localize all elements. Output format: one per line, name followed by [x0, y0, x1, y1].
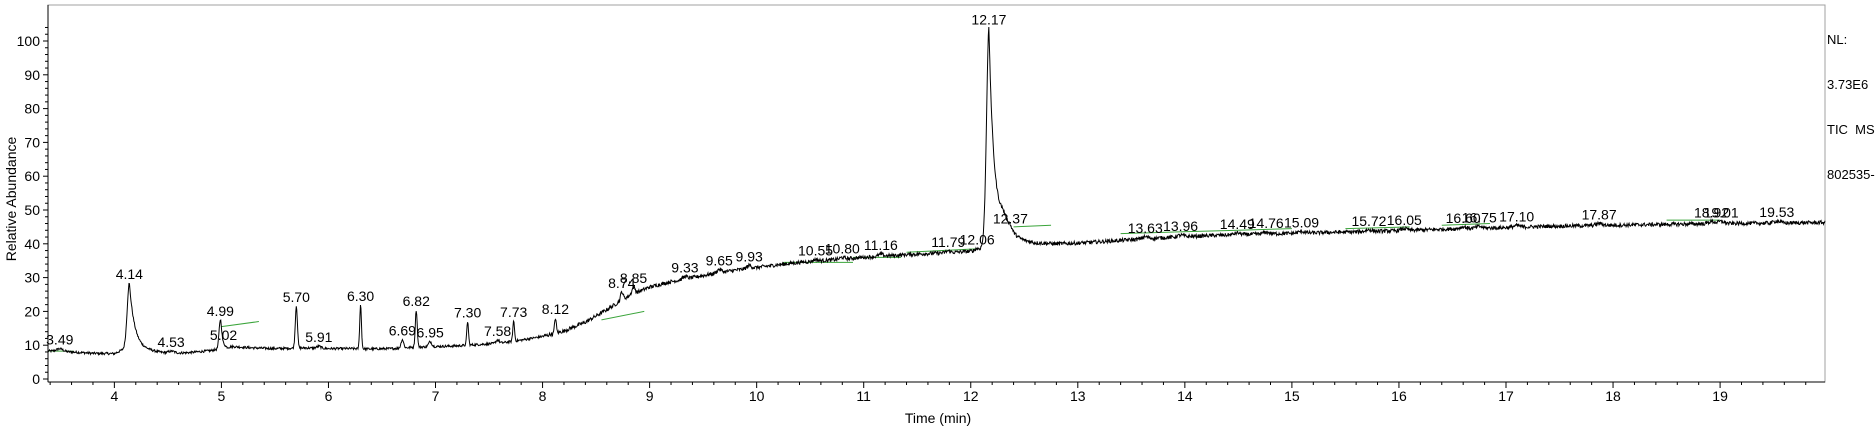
peak-label: 17.10: [1499, 209, 1534, 225]
x-tick-label: 5: [218, 388, 226, 404]
integration-baseline: [906, 248, 977, 253]
x-tick-label: 12: [963, 388, 979, 404]
x-tick-label: 6: [325, 388, 333, 404]
header-line: 802535-: [1827, 167, 1875, 182]
tic-trace-line: [47, 27, 1826, 357]
peak-label: 6.95: [417, 325, 444, 341]
peak-label: 17.87: [1582, 206, 1617, 222]
tic-trace-group: [47, 27, 1826, 357]
peak-label: 16.75: [1462, 210, 1497, 226]
y-tick-label: 20: [24, 303, 40, 319]
peak-label: 10.80: [825, 240, 860, 256]
peak-label: 7.30: [454, 305, 481, 321]
x-tick-label: 17: [1498, 388, 1514, 404]
x-tick-label: 11: [856, 388, 871, 404]
integration-baseline: [1013, 224, 1052, 228]
peak-label: 6.82: [403, 293, 430, 309]
y-tick-label: 60: [24, 168, 40, 184]
y-tick-label: 0: [32, 371, 40, 387]
peak-label: 5.02: [210, 327, 237, 343]
x-tick-label: 19: [1712, 388, 1728, 404]
peak-label: 6.30: [347, 288, 374, 304]
peak-label: 19.01: [1704, 204, 1739, 220]
peak-label: 19.53: [1759, 204, 1794, 220]
x-tick-label: 15: [1284, 388, 1300, 404]
peak-label: 8.85: [620, 270, 647, 286]
y-tick-label: 10: [24, 337, 40, 353]
y-axis: 0 10 20 30 40 50 60 70 80 90 100: [17, 26, 48, 387]
peak-label: 16.05: [1387, 212, 1422, 228]
x-axis-title: Time (min): [905, 410, 971, 426]
peak-label: 13.96: [1163, 218, 1198, 234]
peak-label: 8.74: [608, 275, 635, 291]
peak-label: 8.12: [542, 301, 569, 317]
peak-label: 11.79: [931, 234, 965, 250]
y-axis-title: Relative Abundance: [3, 137, 19, 262]
header-line: NL:: [1827, 32, 1848, 47]
header-line: 3.73E6: [1827, 77, 1869, 92]
y-tick-label: 70: [24, 134, 40, 150]
y-tick-label: 100: [17, 33, 41, 49]
peak-label: 16.60: [1446, 210, 1481, 226]
peak-label: 12.37: [993, 210, 1028, 226]
y-tick-label: 50: [24, 202, 40, 218]
integration-baseline: [1238, 228, 1292, 231]
plot-border: [47, 4, 1826, 383]
x-tick-label: 4: [110, 388, 118, 404]
normalization-header: NL: 3.73E6 TIC MS 802535-: [1827, 2, 1875, 197]
peak-label: 13.63: [1128, 220, 1163, 236]
peak-label: 7.58: [484, 323, 511, 339]
peak-label: 9.93: [736, 248, 763, 264]
peak-label: 6.69: [389, 323, 416, 339]
integration-baseline: [601, 310, 645, 321]
y-tick-label: 40: [24, 236, 40, 252]
peak-label: 18.92: [1694, 205, 1729, 221]
x-tick-label: 8: [539, 388, 547, 404]
y-tick-label: 90: [24, 67, 40, 83]
x-tick-label: 9: [646, 388, 654, 404]
integration-baseline: [1120, 231, 1175, 235]
x-tick-label: 13: [1070, 388, 1086, 404]
peak-label: 11.16: [864, 237, 898, 253]
peak-label: 14.49: [1220, 216, 1255, 232]
x-tick-label: 14: [1177, 388, 1193, 404]
peak-label: 9.33: [671, 259, 698, 275]
peak-label: 3.49: [46, 332, 73, 348]
peak-label: 4.53: [157, 334, 184, 350]
y-tick-label: 80: [24, 101, 40, 117]
peak-label: 12.17: [971, 11, 1006, 27]
integration-baseline: [1441, 223, 1490, 226]
peak-label: 9.65: [706, 252, 733, 268]
integration-baseline: [221, 321, 259, 328]
peak-label: 7.73: [500, 304, 527, 320]
peak-label: 15.72: [1351, 213, 1386, 229]
peak-labels: 3.49 4.14 4.53 4.99 5.02 5.70 5.91 6.30 6.69 6.82…: [46, 11, 1794, 350]
x-tick-label: 7: [432, 388, 440, 404]
peak-label: 14.76: [1249, 215, 1284, 231]
peak-label: 10.55: [798, 242, 833, 258]
plot-frame: [47, 4, 1826, 383]
peak-label: 4.14: [116, 266, 143, 282]
x-axis: 4 5 6 7 8 9 10 11 12 13 14 15 16 17 18 19: [49, 382, 1807, 404]
x-tick-label: 10: [749, 388, 765, 404]
integration-baseline: [1345, 226, 1410, 230]
integration-baseline: [1174, 229, 1239, 233]
peak-label: 4.99: [207, 303, 234, 319]
header-line: TIC MS: [1827, 122, 1875, 137]
peak-label: 5.70: [283, 289, 310, 305]
x-tick-label: 18: [1605, 388, 1621, 404]
y-tick-label: 30: [24, 270, 40, 286]
peak-label: 5.91: [305, 329, 332, 345]
peak-label: 15.09: [1284, 214, 1319, 230]
x-tick-label: 16: [1391, 388, 1407, 404]
peak-label: 12.06: [960, 231, 995, 247]
